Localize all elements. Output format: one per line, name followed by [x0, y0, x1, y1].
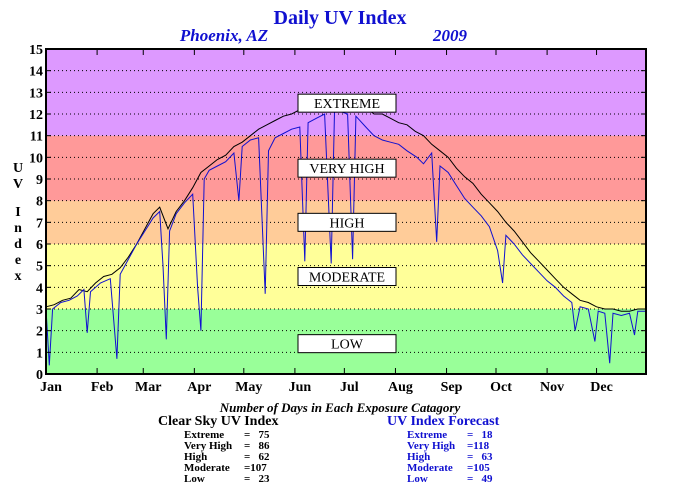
band-label-text: LOW: [331, 338, 364, 353]
stats-row: Low = 23: [184, 474, 270, 485]
stats-value: = 18: [467, 429, 493, 441]
band-label-box: [297, 93, 397, 113]
band-label-low: LOW: [297, 334, 397, 354]
y-axis-label-letter: U: [13, 161, 23, 176]
stats-label: High: [407, 451, 431, 463]
x-tick-label: Dec: [590, 380, 613, 395]
x-tick-label: Nov: [540, 380, 564, 395]
stats-value: = 23: [244, 473, 270, 485]
stats-label: Low: [407, 473, 428, 485]
x-tick-label: Oct: [490, 380, 512, 395]
y-tick-label: 3: [36, 303, 43, 318]
band-label-high: HIGH: [297, 212, 397, 232]
gridlines: [46, 70, 646, 353]
stats-label: Moderate: [184, 462, 230, 474]
band-label-moderate: MODERATE: [297, 267, 397, 286]
series-line: [45, 111, 646, 366]
chart-location: Phoenix, AZ: [179, 26, 268, 45]
stats-row: High = 62: [184, 452, 270, 463]
y-tick-label: 12: [29, 108, 43, 123]
x-tick-label: Jan: [40, 380, 62, 395]
band-labels: LOW MODERATE HIGH VERY HIGH EXTREME: [297, 93, 397, 354]
stats-row: Moderate =105: [407, 463, 493, 474]
stats-value: = 63: [467, 451, 493, 463]
y-tick-label: 5: [36, 260, 43, 275]
stats-label: Low: [184, 473, 205, 485]
stats-value: =105: [467, 462, 490, 474]
band-label-box: [297, 334, 397, 354]
stats-value: =118: [467, 440, 490, 452]
band-label-box: [297, 212, 397, 232]
y-tick-label: 2: [36, 325, 43, 340]
stats-row: Low = 49: [407, 474, 493, 485]
y-tick-label: 14: [29, 65, 43, 80]
band-label-very-high: VERY HIGH: [297, 158, 397, 178]
x-tick-label: May: [235, 380, 262, 395]
stats-value: = 62: [244, 451, 270, 463]
y-axis-label-letter: I: [15, 205, 20, 220]
stats-label: Very High: [184, 440, 233, 452]
y-tick-label: 8: [36, 195, 43, 210]
clear-sky-stats: Clear Sky UV Index Extreme = 75 Very High =…: [158, 414, 278, 485]
forecast-title: UV Index Forecast: [387, 414, 500, 429]
band-label-text: EXTREME: [314, 97, 380, 112]
stats-value: = 86: [244, 440, 270, 452]
stats-row: Extreme = 18: [407, 430, 493, 441]
plot-frame: [45, 48, 647, 375]
y-axis-label-letter: x: [15, 269, 22, 284]
forecast-stats: UV Index Forecast Extreme = 18 Very High =1…: [387, 414, 499, 485]
x-tick-label: Jun: [289, 380, 312, 395]
x-tick-label: Mar: [135, 380, 161, 395]
y-tick-label: 0: [36, 368, 43, 383]
band-label-text: HIGH: [330, 216, 365, 231]
stats-row: Extreme = 75: [184, 430, 270, 441]
y-tick-label: 13: [29, 86, 43, 101]
band-label-box: [297, 267, 397, 286]
y-tick-label: 10: [29, 151, 43, 166]
x-tick-label: Aug: [388, 380, 413, 395]
clear-sky-table: Extreme = 75 Very High = 86 High = 62 Moderate…: [184, 430, 270, 485]
stats-label: Extreme: [407, 429, 448, 441]
y-tick-label: 11: [30, 130, 43, 145]
stats-value: =107: [244, 462, 267, 474]
y-tick-label: 6: [36, 238, 43, 253]
stats-row: Very High =118: [407, 441, 493, 452]
forecast-table: Extreme = 18 Very High =118 High = 63 Moderate…: [407, 430, 493, 485]
clear-sky-title: Clear Sky UV Index: [158, 414, 279, 429]
y-axis-label-letter: d: [14, 237, 22, 252]
chart-year: 2009: [432, 26, 468, 45]
y-tick-label: 1: [36, 346, 43, 361]
y-tick-label: 15: [29, 43, 43, 58]
stats-label: High: [184, 451, 208, 463]
band-label-box: [297, 158, 397, 178]
band-label-extreme: EXTREME: [297, 93, 397, 113]
x-tick-label: Apr: [187, 380, 211, 395]
x-tick-label: Jul: [340, 380, 359, 395]
y-axis-label-letter: e: [15, 253, 21, 268]
stats-value: = 75: [244, 429, 270, 441]
band-label-text: MODERATE: [309, 271, 385, 286]
stats-label: Very High: [407, 440, 456, 452]
band-label-text: VERY HIGH: [309, 162, 384, 177]
y-axis-label-letter: V: [13, 177, 23, 192]
stats-row: High = 63: [407, 452, 493, 463]
chart-title: Daily UV Index: [274, 7, 407, 29]
stats-label: Extreme: [184, 429, 225, 441]
y-tick-label: 9: [36, 173, 43, 188]
y-tick-label: 7: [36, 216, 43, 231]
stats-heading: Number of Days in Each Exposure Catagory: [219, 400, 461, 415]
x-tick-label: Feb: [91, 380, 114, 395]
stats-value: = 49: [467, 473, 493, 485]
stats-row: Very High = 86: [184, 441, 270, 452]
y-axis-label-letter: n: [14, 221, 22, 236]
stats-row: Moderate =107: [184, 463, 270, 474]
stats-label: Moderate: [407, 462, 453, 474]
y-tick-label: 4: [36, 281, 43, 296]
x-tick-label: Sep: [441, 380, 463, 395]
